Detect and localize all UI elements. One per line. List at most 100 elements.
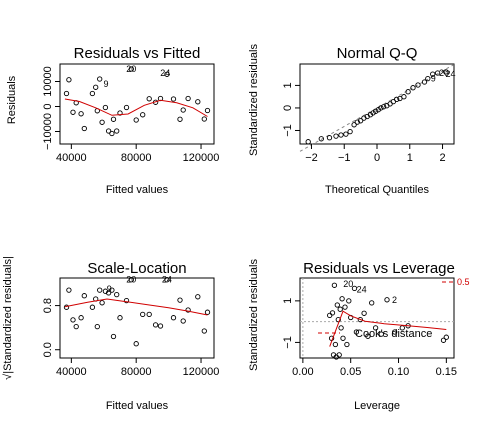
x-axis-label: Theoretical Quantiles — [325, 184, 429, 196]
cooks-level-label: 0.5 — [457, 277, 470, 287]
chart-title: Normal Q-Q — [337, 45, 418, 62]
data-point — [111, 334, 115, 338]
observation-label: 9 — [104, 79, 109, 89]
data-point — [171, 97, 175, 101]
observation-label: 9 — [107, 284, 112, 294]
data-point — [110, 131, 114, 135]
data-point — [98, 288, 102, 292]
y-tick-label: −1 — [282, 336, 294, 349]
observation-labels: 20 24 9 — [104, 64, 171, 89]
x-tick-label: 40000 — [56, 152, 87, 164]
data-point — [67, 78, 71, 82]
data-point — [98, 77, 102, 81]
data-points — [306, 70, 448, 144]
x-tick-label: −1 — [338, 152, 351, 164]
data-point — [344, 132, 348, 136]
y-axis: −101 — [282, 82, 300, 136]
x-tick-label: 0.10 — [388, 366, 409, 378]
data-point — [111, 117, 115, 121]
data-point — [141, 312, 145, 316]
x-axis-label: Fitted values — [106, 400, 169, 412]
data-point — [74, 324, 78, 328]
panel-residuals-vs-fitted: Residuals vs Fitted 40000 80000 120000 −10… — [6, 45, 219, 196]
x-tick-label: 80000 — [121, 366, 152, 378]
observation-label: 20 — [126, 64, 136, 74]
data-point — [205, 310, 209, 314]
panel-scale-location: Scale-Location 40000 80000 120000 0.0 0.8 2… — [2, 256, 219, 412]
y-axis: −1 1 — [282, 298, 300, 349]
data-point — [335, 303, 339, 307]
data-point — [134, 342, 138, 346]
data-point — [147, 312, 151, 316]
y-axis: −10000 0 10000 — [42, 66, 60, 150]
y-axis-label: Standardized residuals — [248, 44, 260, 156]
y-tick-label: 0.0 — [42, 342, 54, 357]
data-point — [71, 110, 75, 114]
data-point — [64, 91, 68, 95]
plot-frame — [60, 64, 214, 144]
data-point — [196, 295, 200, 299]
x-axis: 40000 80000 120000 — [56, 358, 219, 378]
x-tick-label: 0.15 — [436, 366, 457, 378]
data-point — [332, 283, 336, 287]
data-point — [181, 319, 185, 323]
x-tick-label: 120000 — [183, 152, 220, 164]
y-axis-label: Standardized residuals — [248, 259, 260, 371]
observation-label: 24 — [357, 284, 367, 294]
data-point — [330, 311, 334, 315]
x-tick-label: 0 — [374, 152, 380, 164]
data-point — [339, 326, 343, 330]
data-point — [67, 288, 71, 292]
data-point — [362, 311, 366, 315]
x-tick-label: 120000 — [183, 366, 220, 378]
data-point — [340, 297, 344, 301]
data-point — [347, 299, 351, 303]
x-tick-label: 40000 — [56, 366, 87, 378]
data-point — [370, 301, 374, 305]
x-tick-label: 2 — [439, 152, 445, 164]
data-point — [426, 76, 430, 80]
data-point — [416, 83, 420, 87]
chart-title: Residuals vs Leverage — [303, 260, 455, 277]
observation-label: 20 — [126, 275, 136, 285]
data-points — [64, 278, 209, 346]
smooth-line — [65, 299, 208, 315]
panel-normal-qq: Normal Q-Q −2 −1 0 1 2 −101 92024 Theoretica… — [248, 44, 456, 196]
observation-label: 24 — [162, 275, 172, 285]
y-tick-label: −10000 — [42, 113, 54, 150]
data-point — [186, 96, 190, 100]
observation-label: 2 — [392, 295, 397, 305]
data-point — [82, 126, 86, 130]
x-axis: 0.00 0.05 0.10 0.15 — [292, 358, 457, 378]
y-tick-label: 0 — [282, 105, 294, 111]
data-point — [95, 324, 99, 328]
data-point — [115, 292, 119, 296]
observation-label: 20 — [343, 279, 353, 289]
y-axis-label: √|Standardized residuals| — [2, 256, 14, 380]
data-point — [71, 318, 75, 322]
data-point — [385, 298, 389, 302]
y-tick-label: −1 — [282, 124, 294, 137]
data-point — [345, 342, 349, 346]
observation-label: 24 — [160, 68, 170, 78]
y-tick-label: 1 — [282, 298, 294, 304]
data-point — [348, 129, 352, 133]
data-point — [202, 329, 206, 333]
data-point — [343, 305, 347, 309]
data-point — [158, 324, 162, 328]
x-axis: 40000 80000 120000 — [56, 144, 219, 164]
data-point — [178, 117, 182, 121]
data-point — [115, 129, 119, 133]
data-point — [79, 316, 83, 320]
chart-title: Residuals vs Fitted — [74, 45, 201, 62]
data-point — [79, 112, 83, 116]
x-tick-label: −2 — [305, 152, 318, 164]
data-point — [196, 100, 200, 104]
y-axis-label: Residuals — [6, 75, 18, 124]
data-point — [134, 118, 138, 122]
plot-frame — [300, 278, 454, 358]
x-axis-label: Fitted values — [106, 184, 169, 196]
x-tick-label: 80000 — [121, 152, 152, 164]
